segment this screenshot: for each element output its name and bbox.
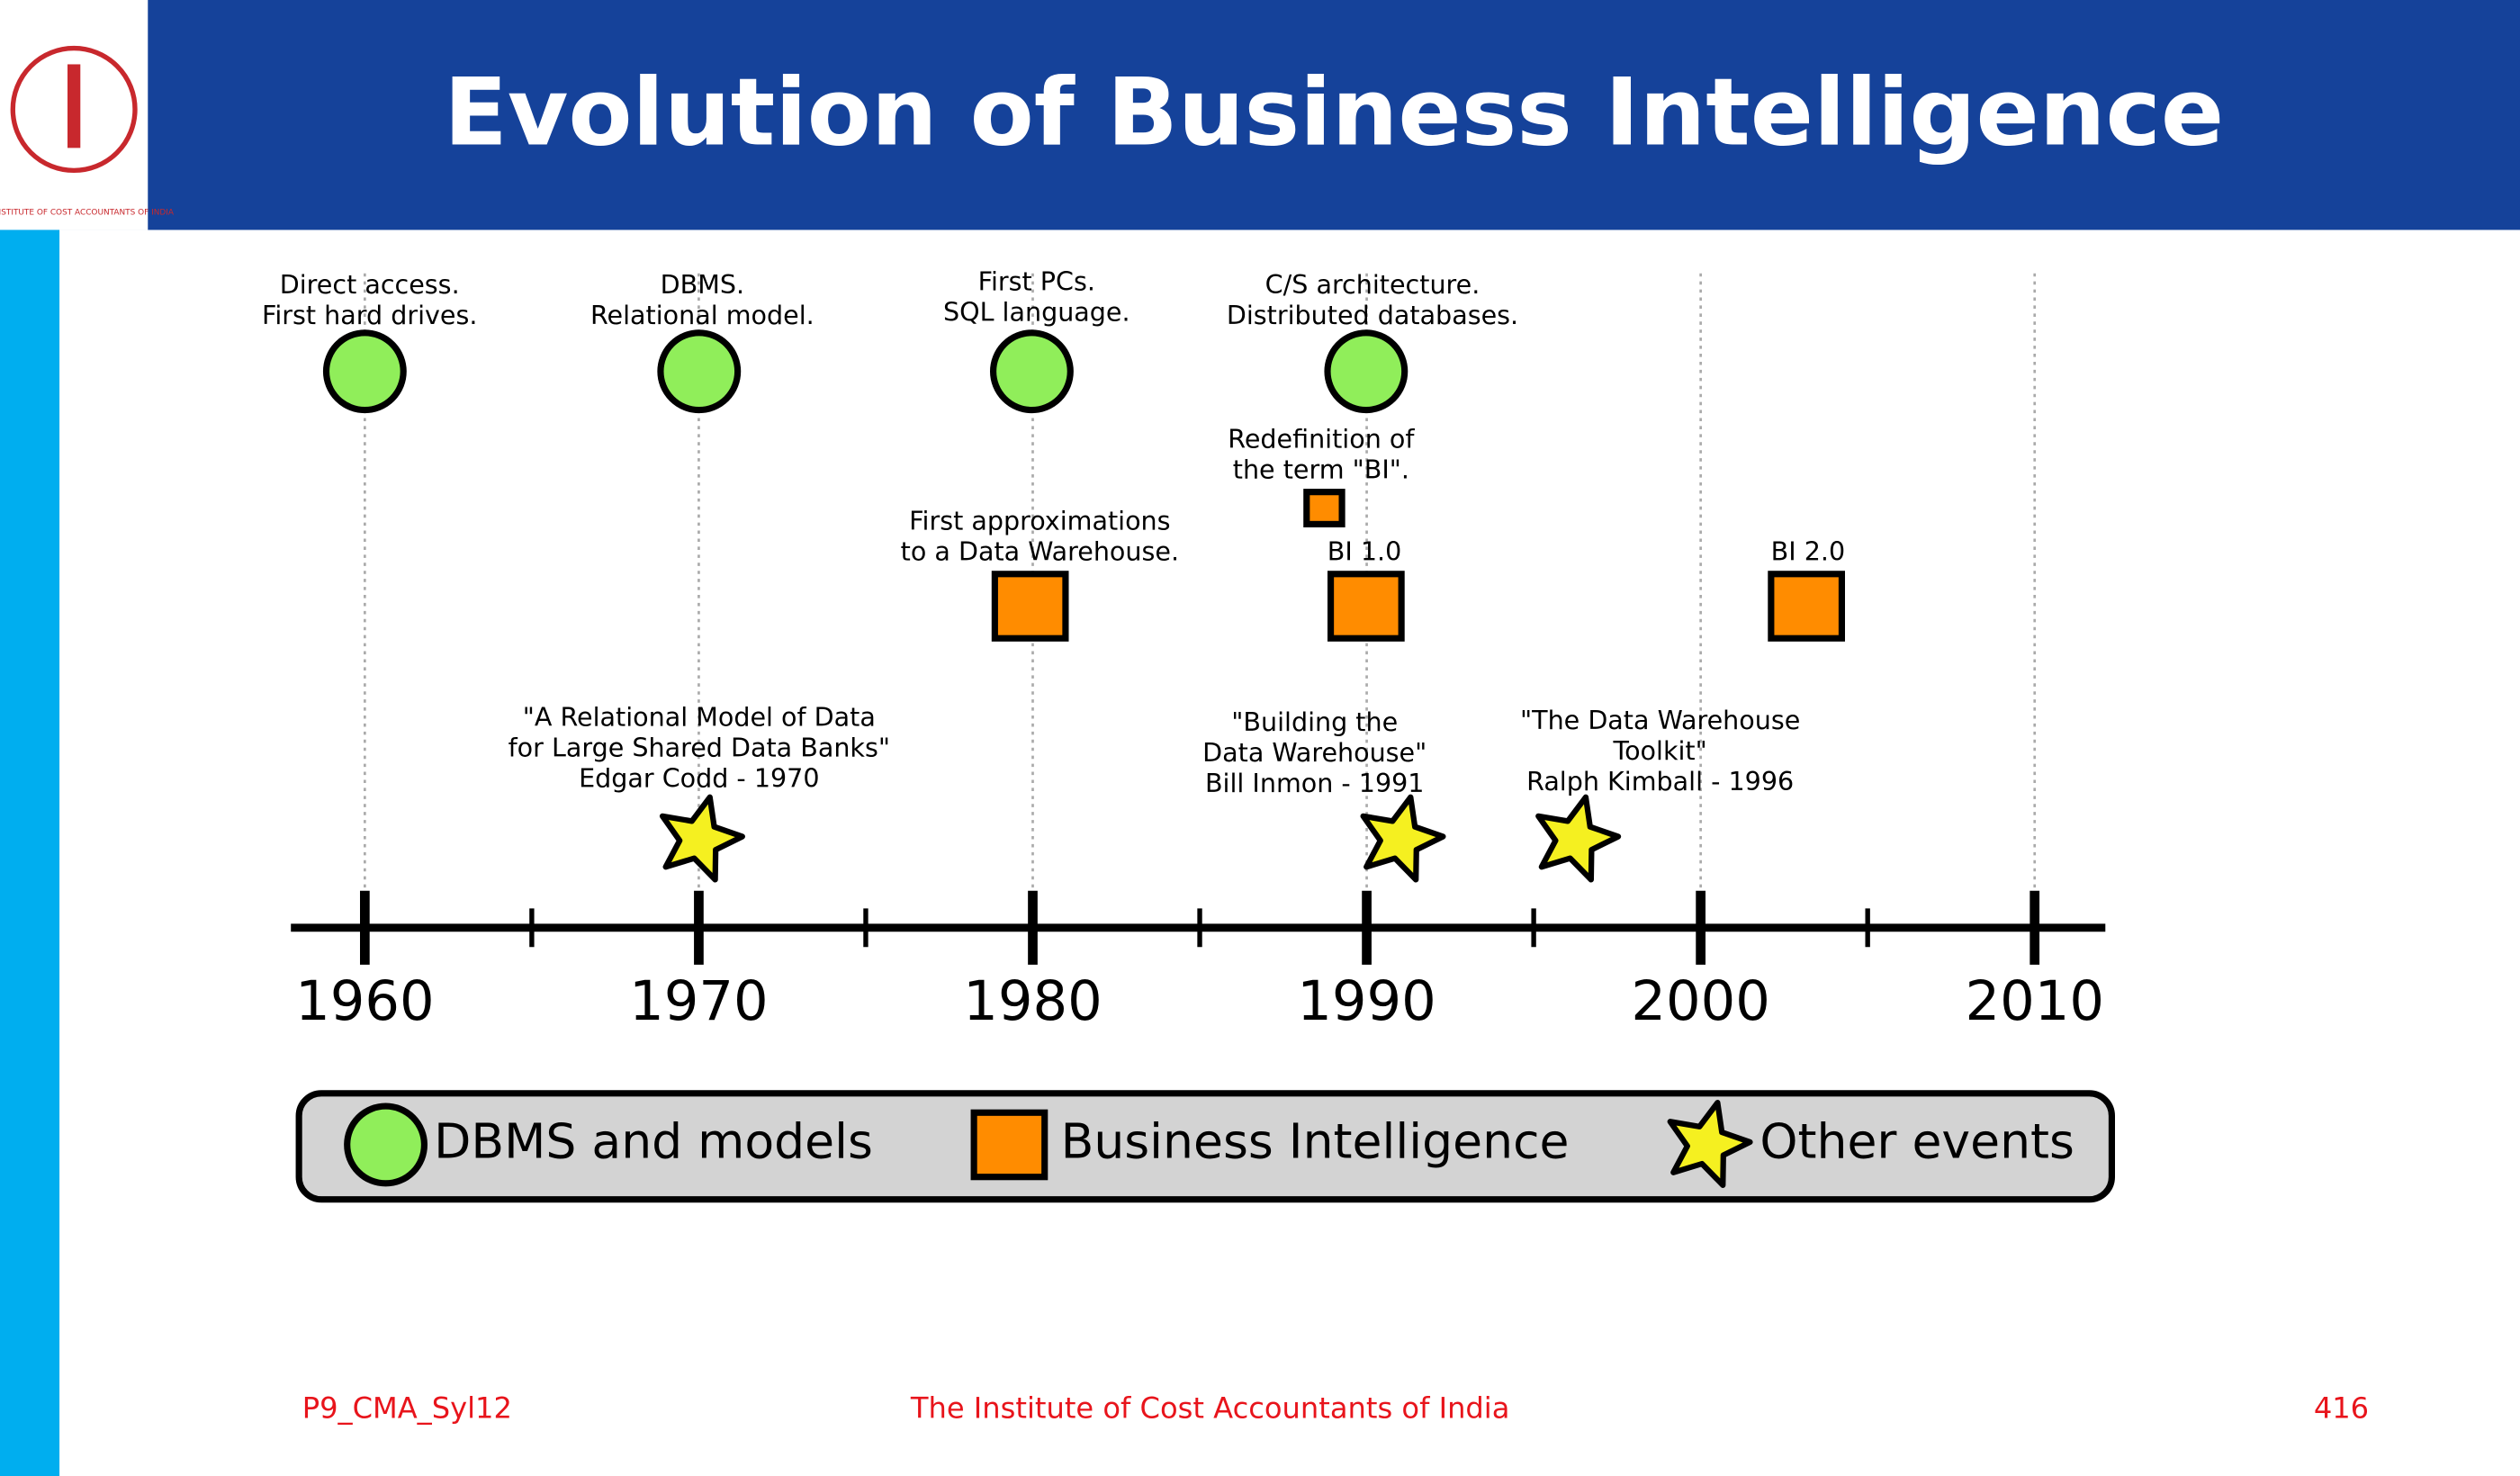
- bi-marker: [991, 571, 1069, 642]
- event-label: First hard drives.: [262, 300, 477, 330]
- event: DBMS.Relational model.: [590, 269, 814, 414]
- event: Direct access.First hard drives.: [262, 269, 477, 414]
- footer-right: 416: [2314, 1391, 2369, 1426]
- event-marker: [1667, 1100, 1753, 1188]
- axis-label: 1980: [963, 970, 1102, 1033]
- event-label: Data Warehouse": [1202, 737, 1426, 768]
- legend: DBMS and models Business Intelligence Othe…: [344, 1100, 2074, 1188]
- event-label: BI 1.0: [1328, 536, 1402, 567]
- event-label: First approximations: [909, 506, 1170, 536]
- axis-label: 1960: [295, 970, 434, 1033]
- event: First PCs.SQL language.: [943, 266, 1130, 414]
- dbms-marker: [657, 329, 742, 414]
- event-label: Toolkit": [1613, 735, 1707, 766]
- event: C/S architecture.Distributed databases.: [1227, 269, 1518, 414]
- event-label: the term "BI".: [1233, 454, 1409, 484]
- axis-label: 2010: [1965, 970, 2103, 1033]
- title: Evolution of Business Intelligence: [444, 58, 2224, 166]
- bi-marker: [1328, 571, 1405, 642]
- axis-label: 2000: [1631, 970, 1769, 1033]
- event-label: DBMS.: [661, 269, 744, 300]
- event-label: to a Data Warehouse.: [901, 536, 1179, 567]
- event-marker: [1535, 794, 1622, 883]
- logo-ring: [10, 45, 138, 174]
- event-marker: [659, 794, 745, 883]
- legend-label: DBMS and models: [434, 1113, 873, 1170]
- bi-marker: [970, 1109, 1048, 1181]
- event: BI 1.0: [1328, 536, 1405, 642]
- axis-label: 1990: [1297, 970, 1436, 1033]
- dbms-marker: [990, 329, 1074, 414]
- event: BI 2.0: [1768, 536, 1846, 642]
- event-label: Ralph Kimball - 1996: [1526, 766, 1794, 796]
- dbms-marker: [322, 329, 407, 414]
- dbms-marker: [1324, 329, 1408, 414]
- legend-label: Other events: [1760, 1113, 2074, 1170]
- event-label: Direct access.: [280, 269, 460, 300]
- legend-box: [295, 1090, 2115, 1203]
- side-bar: [0, 230, 60, 1476]
- bi-marker: [1303, 489, 1346, 527]
- event-label: C/S architecture.: [1265, 269, 1480, 300]
- event-label: Distributed databases.: [1227, 300, 1518, 330]
- event-label: "Building the: [1231, 706, 1398, 737]
- legend-label: Business Intelligence: [1061, 1113, 1570, 1170]
- event-label: Redefinition of: [1228, 423, 1415, 454]
- event-label: First PCs.: [978, 266, 1095, 296]
- event-label: for Large Shared Data Banks": [508, 733, 890, 763]
- event-label: Bill Inmon - 1991: [1205, 768, 1425, 798]
- event-label: BI 2.0: [1771, 536, 1846, 567]
- event-label: SQL language.: [943, 296, 1130, 327]
- logo-pillar: [68, 64, 81, 148]
- footer-center: The Institute of Cost Accountants of Ind…: [910, 1391, 1510, 1426]
- event-label: Edgar Codd - 1970: [579, 762, 819, 793]
- logo-text: THE INSTITUTE OF COST ACCOUNTANTS OF IND…: [0, 208, 175, 217]
- event-label: "The Data Warehouse: [1520, 705, 1800, 735]
- bi-marker: [1768, 571, 1845, 642]
- event-marker: [1360, 794, 1446, 883]
- event-label: "A Relational Model of Data: [523, 702, 876, 733]
- event-label: Relational model.: [590, 300, 814, 330]
- header-bar: [0, 0, 2520, 230]
- axis-label: 1970: [629, 970, 768, 1033]
- dbms-marker: [344, 1102, 428, 1187]
- footer-left: P9_CMA_Syl12: [302, 1391, 512, 1426]
